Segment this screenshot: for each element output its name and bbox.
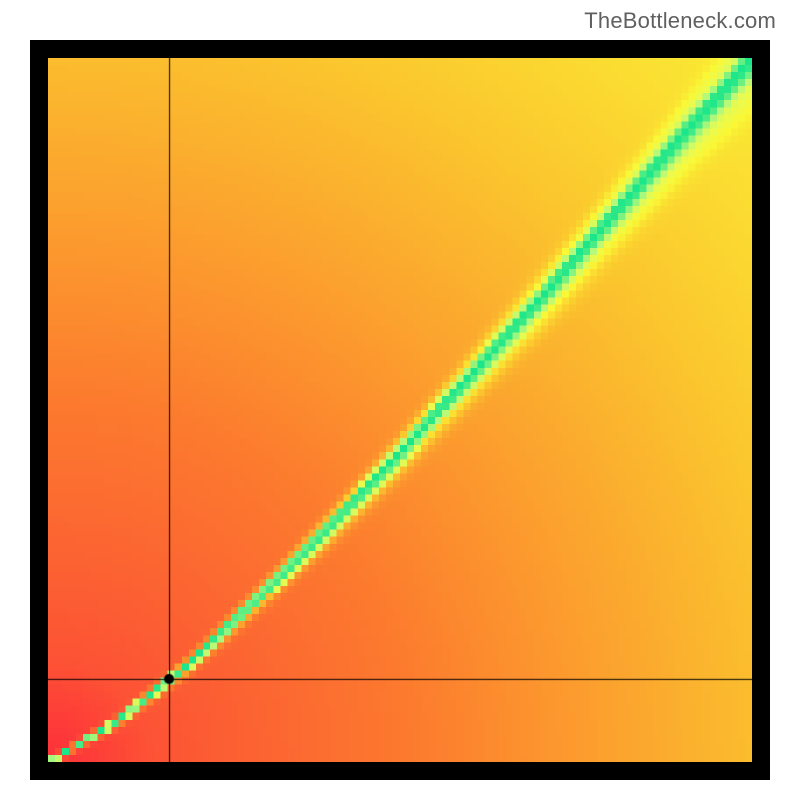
attribution-text: TheBottleneck.com: [584, 8, 776, 34]
overlay-canvas: [48, 58, 752, 762]
plot-frame: [30, 40, 770, 780]
chart-wrapper: TheBottleneck.com: [0, 0, 800, 800]
